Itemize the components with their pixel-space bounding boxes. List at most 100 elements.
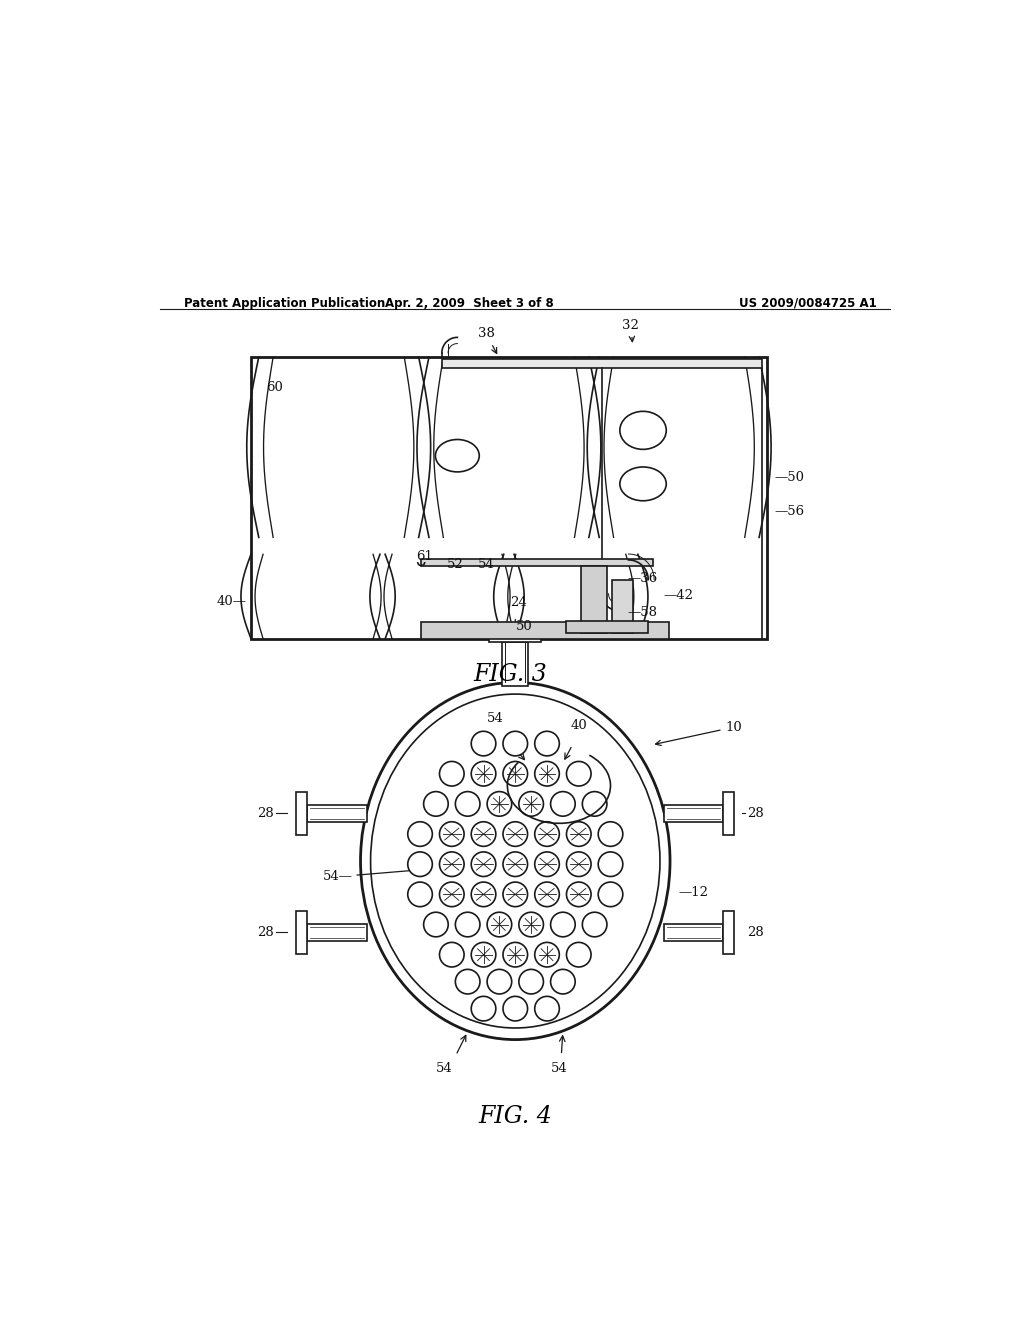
Bar	[502, 642, 528, 685]
Circle shape	[566, 822, 591, 846]
Circle shape	[487, 912, 512, 937]
Text: Patent Application Publication: Patent Application Publication	[183, 297, 385, 310]
Text: 52: 52	[447, 558, 464, 572]
Circle shape	[535, 997, 559, 1020]
Circle shape	[503, 997, 527, 1020]
Circle shape	[535, 822, 559, 846]
Circle shape	[439, 822, 464, 846]
Circle shape	[439, 942, 464, 968]
Bar	[442, 359, 762, 368]
Bar	[612, 579, 633, 634]
Circle shape	[551, 792, 575, 816]
Circle shape	[471, 851, 496, 876]
Bar	[307, 805, 367, 822]
Circle shape	[471, 882, 496, 907]
Circle shape	[535, 942, 559, 968]
Text: 28: 28	[257, 807, 274, 820]
Bar	[307, 924, 367, 941]
Text: 61: 61	[416, 550, 433, 562]
Circle shape	[503, 882, 527, 907]
Circle shape	[598, 851, 623, 876]
Circle shape	[503, 942, 527, 968]
Ellipse shape	[435, 440, 479, 473]
Bar	[664, 805, 723, 822]
Circle shape	[503, 762, 527, 785]
Ellipse shape	[371, 694, 660, 1028]
Circle shape	[487, 969, 512, 994]
Bar	[664, 924, 723, 941]
Text: 50: 50	[516, 620, 532, 634]
Text: 54: 54	[435, 1061, 453, 1074]
Text: 54—: 54—	[323, 870, 352, 883]
Circle shape	[566, 851, 591, 876]
Text: 54: 54	[478, 558, 495, 572]
Bar	[296, 911, 307, 954]
Text: 38: 38	[478, 327, 497, 354]
Circle shape	[503, 731, 527, 756]
Circle shape	[439, 882, 464, 907]
Text: —42: —42	[664, 590, 693, 602]
Bar	[723, 792, 734, 834]
Circle shape	[471, 997, 496, 1020]
Bar	[582, 565, 607, 634]
Text: 28: 28	[257, 925, 274, 939]
Text: 28: 28	[748, 925, 764, 939]
Circle shape	[583, 792, 607, 816]
Circle shape	[471, 942, 496, 968]
Text: 54: 54	[487, 713, 504, 725]
Circle shape	[408, 822, 432, 846]
Text: 28: 28	[748, 807, 764, 820]
Text: 10: 10	[655, 721, 742, 746]
Circle shape	[598, 822, 623, 846]
Circle shape	[471, 822, 496, 846]
Circle shape	[566, 882, 591, 907]
Circle shape	[503, 822, 527, 846]
Circle shape	[456, 792, 480, 816]
Circle shape	[551, 912, 575, 937]
Circle shape	[471, 762, 496, 785]
Text: 60: 60	[266, 381, 284, 393]
Circle shape	[535, 882, 559, 907]
Circle shape	[535, 851, 559, 876]
Text: Apr. 2, 2009  Sheet 3 of 8: Apr. 2, 2009 Sheet 3 of 8	[385, 297, 554, 310]
Bar	[296, 792, 307, 834]
Circle shape	[535, 762, 559, 785]
Circle shape	[551, 969, 575, 994]
Text: 54: 54	[551, 1061, 567, 1074]
Circle shape	[456, 912, 480, 937]
Bar	[723, 911, 734, 954]
Circle shape	[456, 969, 480, 994]
Text: 40—: 40—	[217, 595, 247, 609]
Text: 40: 40	[570, 719, 588, 733]
Text: US 2009/0084725 A1: US 2009/0084725 A1	[739, 297, 877, 310]
Text: —56: —56	[775, 504, 805, 517]
Circle shape	[503, 851, 527, 876]
Circle shape	[566, 942, 591, 968]
Circle shape	[424, 912, 449, 937]
Circle shape	[408, 851, 432, 876]
Circle shape	[519, 792, 544, 816]
Circle shape	[471, 731, 496, 756]
Circle shape	[519, 912, 544, 937]
Text: FIG. 3: FIG. 3	[474, 663, 548, 685]
Circle shape	[535, 731, 559, 756]
Text: 32: 32	[623, 319, 639, 342]
Ellipse shape	[620, 412, 667, 449]
Text: —12: —12	[678, 886, 708, 899]
Circle shape	[439, 762, 464, 785]
Circle shape	[583, 912, 607, 937]
Circle shape	[487, 792, 512, 816]
Circle shape	[566, 762, 591, 785]
Ellipse shape	[620, 467, 667, 500]
Text: —58: —58	[628, 606, 657, 619]
Bar	[251, 358, 767, 639]
Bar	[421, 558, 653, 565]
Text: 24: 24	[510, 595, 526, 609]
Circle shape	[408, 882, 432, 907]
Text: —36: —36	[628, 573, 657, 586]
Circle shape	[519, 969, 544, 994]
Bar	[421, 622, 669, 639]
Bar	[489, 628, 541, 642]
Bar	[565, 620, 648, 634]
Text: —50: —50	[775, 471, 805, 484]
